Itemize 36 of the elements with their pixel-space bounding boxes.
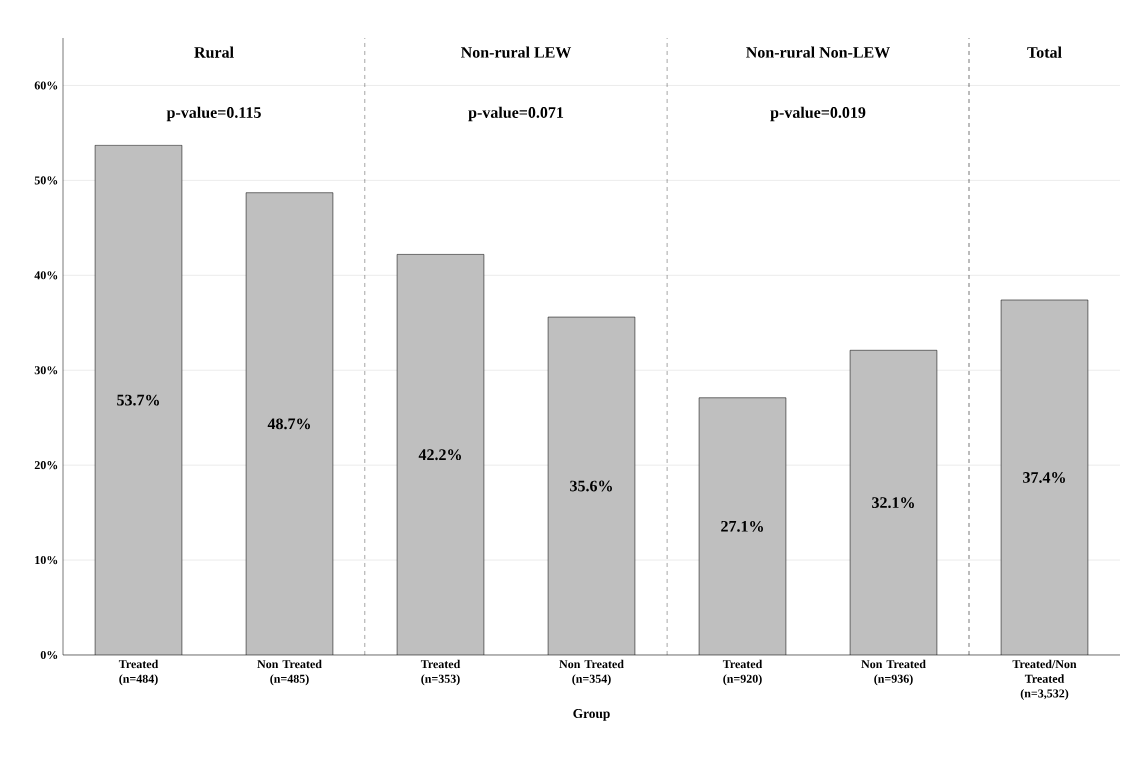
data-label: 48.7% [267,418,310,430]
annotation: p-value=0.019 [770,106,866,122]
y-tick-label: 60% [34,81,58,90]
x-tick-label: Treated (n=920) [722,659,763,686]
bar [850,350,937,655]
y-tick-label: 30% [34,366,58,375]
bar [548,317,635,655]
annotation: Total [1027,46,1062,58]
data-label: 32.1% [872,497,914,509]
annotation: Non-rural Non-LEW [746,46,890,58]
x-tick-label: Non Treated (n=485) [257,659,322,686]
x-axis-title: Group [573,709,610,721]
bar [699,397,786,655]
x-tick-label: Treated (n=484) [118,659,159,686]
data-label: 37.4% [1023,472,1065,483]
data-label: 53.7% [117,394,159,406]
annotation: Rural [194,46,234,58]
annotation: p-value=0.071 [468,106,564,122]
y-tick-label: 10% [35,555,58,565]
bar [246,192,333,655]
bar [397,254,484,655]
x-tick-label: Treated/Non Treated (n=3,532) [1012,659,1077,700]
x-tick-label: Treated (n=353) [420,659,461,686]
x-tick-label: Non Treated (n=936) [861,659,926,686]
bar [95,145,182,655]
data-label: 27.1% [721,520,763,532]
y-tick-label: 50% [34,176,58,185]
y-tick-label: 20% [34,461,58,470]
x-tick-label: Non Treated (n=354) [559,659,624,686]
bar [1000,299,1089,655]
data-label: 35.6% [570,480,612,492]
y-tick-label: 0% [40,650,58,660]
data-label: 42.2% [418,449,461,461]
y-tick-label: 40% [34,271,58,280]
annotation: p-value=0.115 [166,106,261,122]
annotation: Non-rural LEW [460,46,572,58]
